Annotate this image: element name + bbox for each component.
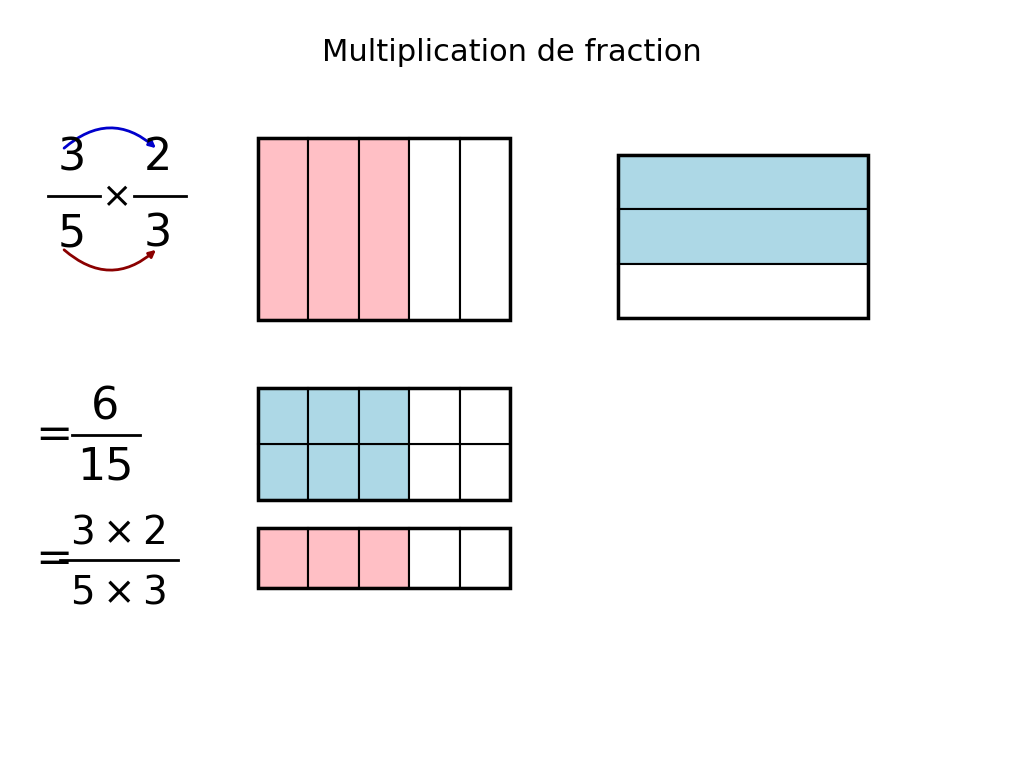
Text: $5 \times 3$: $5 \times 3$ [70, 573, 166, 611]
Bar [460, 528, 510, 588]
Text: 3: 3 [57, 137, 86, 180]
Bar [258, 444, 308, 500]
Bar [618, 210, 868, 263]
Bar [460, 444, 510, 500]
Text: 15: 15 [77, 445, 133, 488]
Text: $3 \times 2$: $3 \times 2$ [71, 513, 166, 551]
Bar [258, 388, 308, 444]
Text: 3: 3 [143, 213, 172, 256]
Bar [358, 444, 410, 500]
Bar [308, 138, 358, 320]
Bar [618, 263, 868, 318]
Bar [258, 528, 308, 588]
Bar [618, 155, 868, 210]
Bar [460, 138, 510, 320]
Text: 2: 2 [143, 137, 172, 180]
Bar [460, 388, 510, 444]
Bar [410, 528, 460, 588]
Bar [308, 444, 358, 500]
Bar [410, 388, 460, 444]
Bar [618, 155, 868, 318]
Bar [258, 138, 510, 320]
Bar [308, 528, 358, 588]
Bar [258, 138, 308, 320]
Bar [258, 388, 510, 500]
Bar [358, 388, 410, 444]
Text: =: = [35, 413, 73, 456]
Text: $\times$: $\times$ [101, 179, 129, 213]
Text: Multiplication de fraction: Multiplication de fraction [323, 38, 701, 67]
Bar [410, 138, 460, 320]
Bar [358, 138, 410, 320]
Text: 5: 5 [58, 213, 86, 256]
Bar [358, 528, 410, 588]
Bar [308, 388, 358, 444]
Text: =: = [35, 538, 73, 581]
Bar [410, 444, 460, 500]
Bar [258, 528, 510, 588]
Text: 6: 6 [91, 386, 119, 429]
